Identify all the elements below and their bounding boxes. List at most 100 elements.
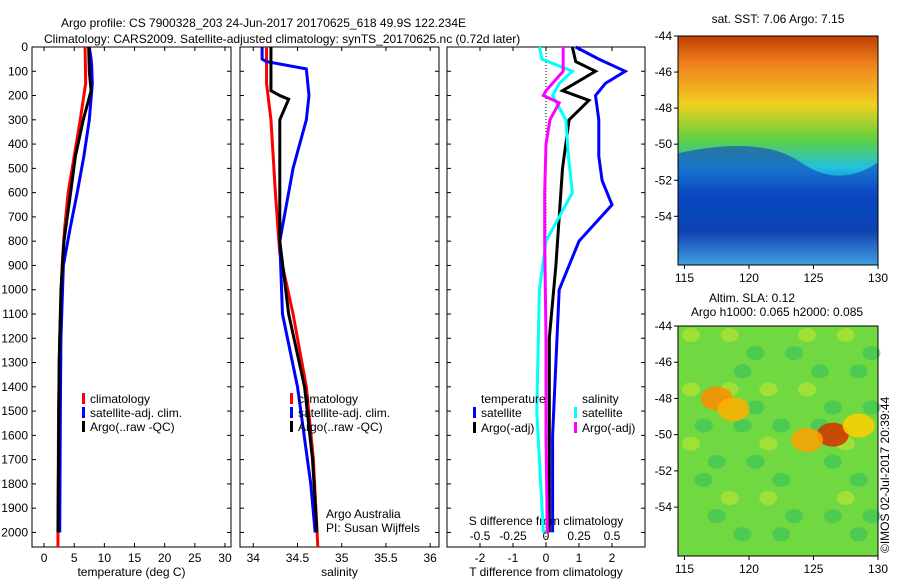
sla-texture (733, 364, 752, 379)
series-line (260, 47, 317, 533)
y-tick-label: 1200 (1, 331, 28, 345)
sla-texture (694, 472, 713, 487)
sla-texture (823, 400, 842, 415)
y-tick-label: 1800 (1, 477, 28, 491)
y-tick-label: -48 (655, 391, 673, 405)
map-title: Altim. SLA: 0.12 (709, 291, 795, 305)
legend-label: Argo(..raw -QC) (298, 420, 383, 434)
legend-label: climatology (298, 392, 358, 406)
legend-swatch (290, 393, 293, 404)
series-line (269, 47, 319, 533)
sla-anomaly (816, 422, 849, 447)
sla-texture (720, 328, 739, 343)
y-tick-label: 1300 (1, 356, 28, 370)
series-line (551, 45, 629, 533)
map-frame (677, 325, 879, 557)
legend-label: Argo(-adj) (481, 421, 534, 435)
legend-label: satellite (481, 406, 522, 420)
sla-texture (759, 491, 778, 506)
legend-swatch (82, 421, 85, 432)
cold-water (678, 145, 878, 208)
sla-texture (849, 364, 868, 379)
sla-texture (707, 509, 726, 524)
x-axis-label: T difference from climatology (469, 565, 623, 579)
sla-texture (746, 454, 765, 469)
sla-texture (798, 382, 817, 397)
y-tick-label: -44 (655, 29, 673, 43)
sla-texture (733, 418, 752, 433)
legend-label: satellite-adj. clim. (298, 406, 390, 420)
sla-texture (810, 364, 829, 379)
legend-title: salinity (582, 392, 619, 406)
temperature-panel: 0100200300400500600700800900100011001200… (1, 40, 232, 579)
copyright-text: ©IMOS 02-Jul-2017 20:39:44 (878, 396, 892, 553)
x-tick-label: 125 (803, 271, 823, 285)
x-tick-label: 20 (158, 551, 172, 565)
y-tick-label: -52 (655, 464, 673, 478)
x-tick-label: 35.5 (374, 551, 398, 565)
series-line (535, 46, 576, 533)
legend-label: Argo(..raw -QC) (90, 420, 175, 434)
x2-tick-label: -0.25 (499, 529, 527, 543)
x-tick-label: 34.5 (286, 551, 310, 565)
legend-swatch (290, 421, 293, 432)
sla-anomaly (842, 413, 875, 438)
y-tick-label: 200 (8, 89, 28, 103)
title-line-1: Argo profile: CS 7900328_203 24-Jun-2017… (61, 16, 466, 30)
axes-frame (239, 46, 440, 548)
x-tick-label: 115 (675, 271, 694, 285)
legend-swatch (473, 407, 476, 418)
title-line-2: Climatology: CARS2009. Satellite-adjuste… (44, 32, 520, 46)
y-tick-label: -46 (655, 355, 673, 369)
legend-swatch (473, 422, 476, 433)
legend-swatch (290, 407, 293, 418)
sla-texture (836, 328, 855, 343)
y-tick-label: 1900 (1, 501, 28, 515)
y-tick-label: 600 (8, 186, 28, 200)
sla-texture (681, 382, 700, 397)
sla-texture (772, 418, 791, 433)
y-tick-label: -50 (655, 428, 673, 442)
x2-tick-label: 0 (543, 529, 550, 543)
legend-swatch (574, 422, 577, 433)
sla-texture (746, 400, 765, 415)
x-axis-label: salinity (321, 565, 358, 579)
y-tick-label: 300 (8, 113, 28, 127)
series-line (58, 46, 94, 533)
x-tick-label: 36 (423, 551, 437, 565)
sla-texture (681, 436, 700, 451)
x-tick-label: -1 (508, 551, 519, 565)
sla-texture (823, 509, 842, 524)
y-tick-label: 500 (8, 161, 28, 175)
sla-texture (681, 328, 700, 343)
x-tick-label: 0 (41, 551, 48, 565)
sst_map: 115 120 125 130 -44 -46 -48 -50 -52 -54 sat. SST: … (655, 12, 889, 285)
salinity-panel: 34 34.5 35 35.5 36 salinity climatologysatelli… (239, 46, 440, 579)
map-title: sat. SST: 7.06 Argo: 7.15 (712, 12, 845, 26)
x-tick-label: 2 (609, 551, 616, 565)
x-axis-label: temperature (deg C) (77, 565, 185, 579)
sla-texture (785, 509, 804, 524)
x-tick-label: 120 (739, 562, 759, 576)
sla-texture (823, 454, 842, 469)
legend-label: satellite-adj. clim. (90, 406, 182, 420)
x2-tick-label: 0.25 (567, 529, 591, 543)
legend-swatch (82, 407, 85, 418)
series-line (547, 46, 599, 533)
sla-texture (759, 436, 778, 451)
y-tick-label: -44 (655, 319, 673, 333)
y-tick-label: 0 (21, 40, 28, 54)
legend-label: satellite (582, 406, 623, 420)
sla-texture (733, 527, 752, 542)
y-tick-label: 1000 (1, 283, 28, 297)
credit-line-1: Argo Australia (326, 507, 401, 521)
x-tick-label: 130 (868, 271, 888, 285)
y-tick-label: 400 (8, 137, 28, 151)
x-tick-label: 130 (868, 562, 888, 576)
y-tick-label: 800 (8, 234, 28, 248)
y-tick-label: 2000 (1, 525, 28, 539)
sla-texture (862, 400, 881, 415)
sla-texture (836, 491, 855, 506)
y-tick-label: 1700 (1, 453, 28, 467)
